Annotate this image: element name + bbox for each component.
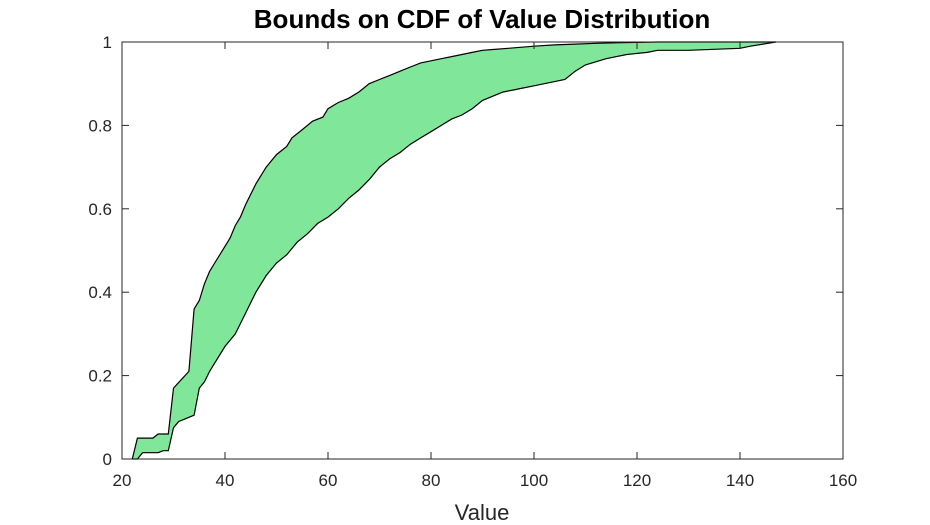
x-tick-label: 160 [829, 471, 857, 490]
x-tick-label: 60 [319, 471, 338, 490]
y-tick-label: 0 [103, 450, 112, 469]
x-tick-label: 140 [726, 471, 754, 490]
lower-bound-line [132, 41, 777, 460]
upper-bound-line [131, 41, 776, 460]
y-tick-label: 0.8 [88, 116, 112, 135]
y-tick-label: 0.4 [88, 283, 112, 302]
y-tick-label: 0.6 [88, 200, 112, 219]
x-axis-label: Value [455, 500, 510, 525]
x-tick-label: 20 [113, 471, 132, 490]
y-tick-label: 0.2 [88, 367, 112, 386]
x-axis: 20 40 60 80 100 120 140 160 [113, 42, 857, 490]
band-layer [131, 41, 777, 460]
y-tick-label: 1 [103, 33, 112, 52]
x-tick-label: 80 [422, 471, 441, 490]
y-axis: 0 0.2 0.4 0.6 0.8 1 [88, 33, 843, 469]
cdf-bound-band [132, 42, 777, 459]
plot-frame [121, 41, 844, 460]
x-tick-label: 120 [623, 471, 651, 490]
chart-title: Bounds on CDF of Value Distribution [254, 4, 710, 34]
x-tick-label: 40 [216, 471, 235, 490]
x-tick-label: 100 [520, 471, 548, 490]
